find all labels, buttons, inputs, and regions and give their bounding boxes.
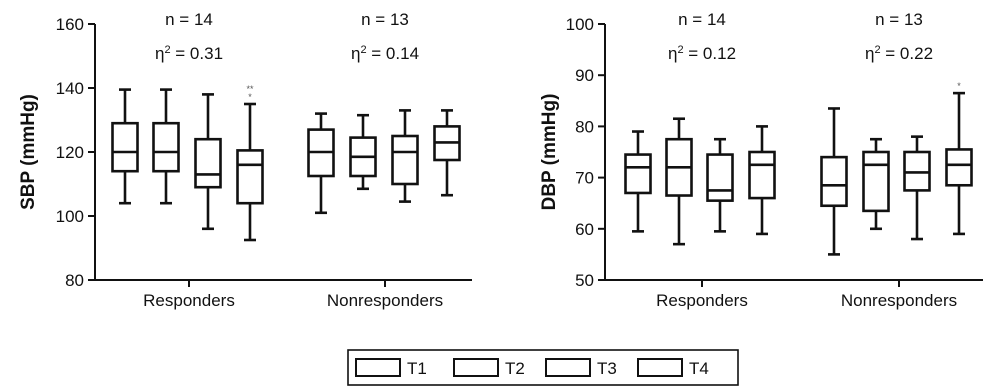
legend-item-t4: T4: [637, 358, 709, 378]
category-label: Nonresponders: [327, 291, 443, 310]
box-t3: [903, 135, 931, 241]
n-annotation: n = 14: [165, 10, 213, 29]
legend-swatch: [545, 358, 591, 377]
legend-swatch: [453, 358, 499, 377]
box-t4: ***: [236, 84, 264, 242]
iqr-box: [820, 155, 848, 208]
legend: T1 T2 T3 T4: [347, 349, 739, 386]
significance-marker: **: [246, 84, 254, 94]
iqr-box: [111, 121, 139, 173]
box-t2: [665, 117, 693, 246]
iqr-box: [194, 137, 222, 189]
y-tick-label: 120: [56, 143, 84, 162]
iqr-box: [748, 150, 776, 200]
box-t1: [820, 107, 848, 256]
y-axis-title: DBP (mmHg): [539, 94, 560, 211]
iqr-box: [236, 149, 264, 205]
box-t1: [307, 112, 335, 215]
y-tick-label: 70: [575, 169, 594, 188]
box-t1: [111, 88, 139, 205]
y-tick-label: 140: [56, 79, 84, 98]
iqr-box: [862, 150, 890, 213]
legend-item-t2: T2: [453, 358, 525, 378]
iqr-box: [624, 153, 652, 195]
box-t4: [748, 125, 776, 236]
dbp-chart-panel: 50 60 70 80 90 100 DBP (mmHg) Responders n = 14 η…: [539, 10, 983, 310]
legend-label: T3: [597, 359, 617, 378]
sbp-chart-panel: 80 100 120 140 160 SBP (mmHg) Responders n = 14…: [18, 10, 472, 310]
y-tick-label: 80: [575, 117, 594, 136]
legend-label: T2: [505, 359, 525, 378]
eta-squared-annotation: η2 = 0.22: [865, 44, 933, 63]
box-t3: [706, 137, 734, 233]
legend-item-t1: T1: [355, 358, 427, 378]
y-tick-label: 80: [65, 271, 84, 290]
category-label: Responders: [143, 291, 235, 310]
legend-swatch: [355, 358, 401, 377]
box-t2: [349, 113, 377, 191]
box-t1: [624, 130, 652, 233]
box-t3: [194, 93, 222, 231]
y-tick-label: 100: [56, 207, 84, 226]
iqr-box: [391, 134, 419, 186]
y-tick-label: 60: [575, 220, 594, 239]
box-t3: [391, 109, 419, 203]
y-tick-label: 50: [575, 271, 594, 290]
eta-squared-annotation: η2 = 0.12: [668, 44, 736, 63]
legend-item-t3: T3: [545, 358, 617, 378]
n-annotation: n = 13: [875, 10, 923, 29]
box-t4: [433, 109, 461, 197]
category-label: Responders: [656, 291, 748, 310]
eta-squared-annotation: η2 = 0.14: [351, 44, 419, 63]
legend-swatch: [637, 358, 683, 377]
significance-marker: *: [248, 92, 252, 102]
y-tick-label: 90: [575, 66, 594, 85]
y-tick-label: 100: [566, 15, 594, 34]
box-t2: [862, 137, 890, 231]
category-label: Nonresponders: [841, 291, 957, 310]
iqr-box: [945, 148, 973, 187]
eta-squared-annotation: η2 = 0.31: [155, 44, 223, 63]
box-t4: *: [945, 81, 973, 236]
significance-marker: *: [957, 81, 961, 91]
iqr-box: [706, 153, 734, 202]
y-axis-title: SBP (mmHg): [18, 94, 39, 210]
box-t2: [152, 88, 180, 205]
n-annotation: n = 13: [361, 10, 409, 29]
y-tick-label: 160: [56, 15, 84, 34]
n-annotation: n = 14: [678, 10, 726, 29]
legend-label: T1: [407, 359, 427, 378]
iqr-box: [152, 121, 180, 173]
legend-label: T4: [689, 359, 709, 378]
